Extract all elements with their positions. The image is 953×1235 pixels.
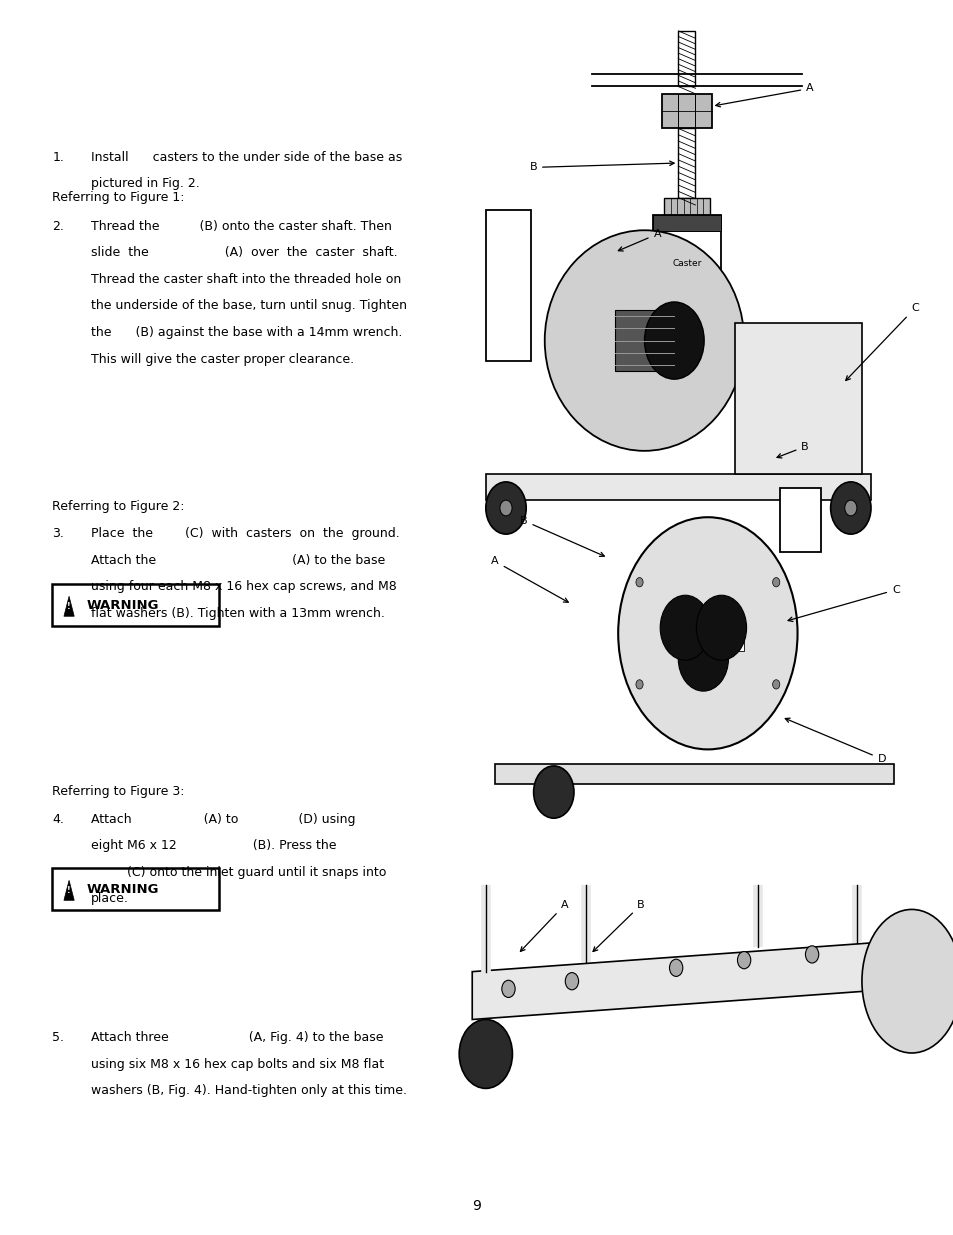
Text: C: C	[845, 304, 918, 380]
Circle shape	[618, 517, 797, 750]
Circle shape	[485, 482, 526, 534]
Circle shape	[678, 626, 728, 692]
Text: B: B	[776, 442, 808, 458]
Text: Place  the        (C)  with  casters  on  the  ground.: Place the (C) with casters on the ground…	[91, 527, 399, 541]
Text: A: A	[618, 230, 660, 251]
Bar	[652, 215, 720, 289]
Text: (C) onto the inlet guard until it snaps into: (C) onto the inlet guard until it snaps …	[91, 866, 386, 879]
Circle shape	[659, 595, 710, 661]
Bar	[652, 215, 720, 231]
Text: pictured in Fig. 2.: pictured in Fig. 2.	[91, 177, 199, 190]
Circle shape	[844, 500, 856, 516]
Bar	[734, 324, 861, 474]
Text: slide  the                   (A)  over  the  caster  shaft.: slide the (A) over the caster shaft.	[91, 247, 396, 259]
Polygon shape	[64, 881, 74, 900]
Text: WARNING: WARNING	[87, 599, 159, 611]
Bar	[52, 584, 219, 626]
Text: 1.: 1.	[52, 151, 64, 164]
Text: A: A	[715, 84, 813, 107]
Text: washers (B, Fig. 4). Hand-tighten only at this time.: washers (B, Fig. 4). Hand-tighten only a…	[91, 1084, 406, 1098]
Text: D: D	[784, 719, 885, 764]
Bar	[661, 94, 711, 128]
Text: B: B	[593, 900, 644, 951]
Text: B: B	[529, 161, 674, 173]
Text: 5.: 5.	[52, 1031, 65, 1045]
Text: !: !	[68, 885, 71, 895]
Bar	[671, 616, 743, 651]
Text: This will give the caster proper clearance.: This will give the caster proper clearan…	[91, 353, 354, 366]
Bar	[663, 198, 709, 215]
Text: 9: 9	[472, 1199, 481, 1213]
Circle shape	[565, 973, 578, 989]
Text: A: A	[520, 900, 568, 951]
Text: flat washers (B). Tighten with a 13mm wrench.: flat washers (B). Tighten with a 13mm wr…	[91, 608, 384, 620]
Text: 3.: 3.	[52, 527, 64, 541]
Bar	[678, 31, 695, 86]
Circle shape	[636, 679, 642, 689]
Text: Caster: Caster	[672, 258, 700, 268]
Text: place.: place.	[91, 892, 129, 905]
Text: A: A	[491, 557, 568, 603]
Ellipse shape	[544, 230, 743, 451]
Circle shape	[830, 482, 870, 534]
Ellipse shape	[861, 909, 953, 1053]
Text: Referring to Figure 3:: Referring to Figure 3:	[52, 785, 185, 799]
Text: Attach the                                  (A) to the base: Attach the (A) to the base	[91, 553, 384, 567]
Polygon shape	[64, 597, 74, 616]
Bar	[780, 488, 821, 552]
Bar	[495, 764, 893, 784]
Bar	[485, 474, 870, 500]
Circle shape	[804, 946, 818, 963]
Circle shape	[737, 951, 750, 968]
Circle shape	[533, 766, 574, 818]
Text: the      (B) against the base with a 14mm wrench.: the (B) against the base with a 14mm wre…	[91, 326, 401, 340]
Circle shape	[696, 595, 746, 661]
Bar	[52, 868, 219, 910]
Polygon shape	[472, 944, 870, 1020]
Circle shape	[644, 301, 703, 379]
Circle shape	[772, 578, 779, 587]
Text: Attach                  (A) to               (D) using: Attach (A) to (D) using	[91, 813, 355, 826]
Text: Install      casters to the under side of the base as: Install casters to the under side of the…	[91, 151, 401, 164]
Text: !: !	[68, 601, 71, 611]
Text: using four each M8 x 16 hex cap screws, and M8: using four each M8 x 16 hex cap screws, …	[91, 580, 395, 594]
Text: C: C	[787, 585, 899, 621]
Text: eight M6 x 12                   (B). Press the: eight M6 x 12 (B). Press the	[91, 840, 335, 852]
Bar	[485, 210, 531, 361]
Bar	[614, 310, 674, 370]
Text: B: B	[519, 516, 603, 557]
Text: Thread the          (B) onto the caster shaft. Then: Thread the (B) onto the caster shaft. Th…	[91, 220, 391, 233]
Circle shape	[501, 981, 515, 998]
Circle shape	[458, 1020, 512, 1088]
Text: Referring to Figure 1:: Referring to Figure 1:	[52, 191, 185, 205]
Bar	[678, 128, 695, 198]
Text: the underside of the base, turn until snug. Tighten: the underside of the base, turn until sn…	[91, 300, 406, 312]
Text: Thread the caster shaft into the threaded hole on: Thread the caster shaft into the threade…	[91, 273, 400, 287]
Text: Attach three                    (A, Fig. 4) to the base: Attach three (A, Fig. 4) to the base	[91, 1031, 383, 1045]
Circle shape	[636, 578, 642, 587]
Circle shape	[772, 679, 779, 689]
Text: 2.: 2.	[52, 220, 64, 233]
Text: WARNING: WARNING	[87, 883, 159, 895]
Circle shape	[499, 500, 512, 516]
Text: 4.: 4.	[52, 813, 64, 826]
Text: Referring to Figure 2:: Referring to Figure 2:	[52, 500, 185, 514]
Text: using six M8 x 16 hex cap bolts and six M8 flat: using six M8 x 16 hex cap bolts and six …	[91, 1057, 383, 1071]
Circle shape	[669, 960, 682, 977]
